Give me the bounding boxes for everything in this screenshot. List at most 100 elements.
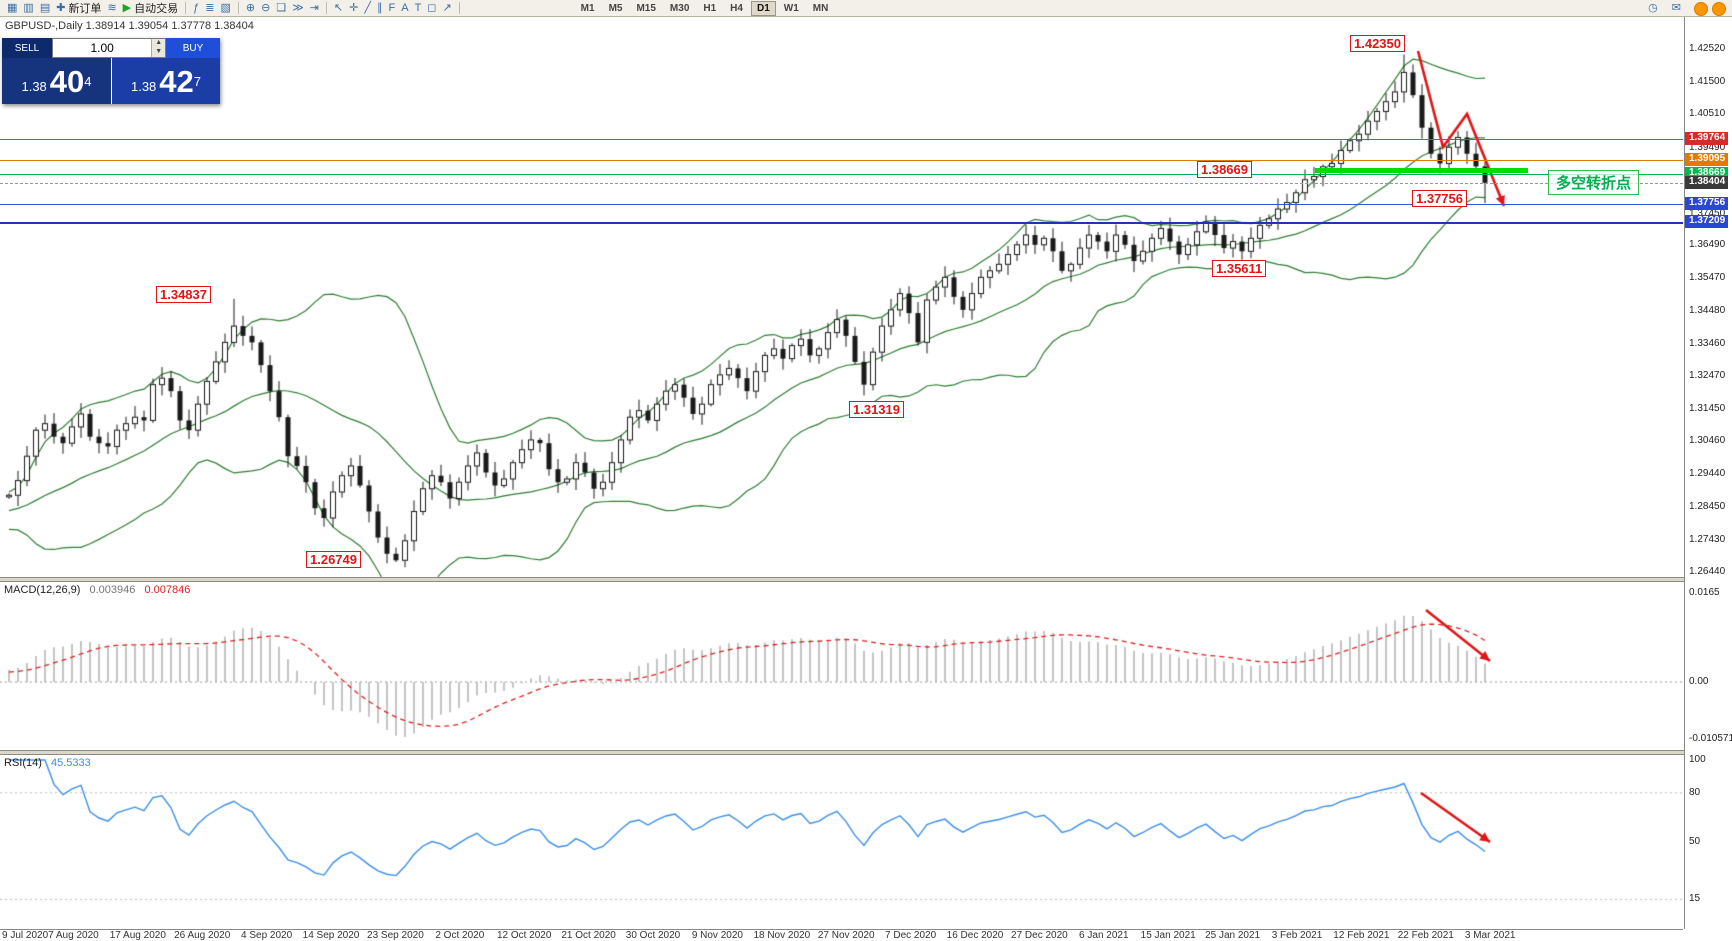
toolbar-zoom-out-icon[interactable]: ⊖ (258, 1, 273, 16)
auto-trading-button: ▶ (122, 1, 132, 14)
timeframe-M30[interactable]: M30 (669, 2, 690, 14)
toolbar-auto-scroll-icon[interactable]: ≫ (289, 1, 307, 16)
price-axis-label: 1.33460 (1689, 337, 1726, 349)
alert-badge-2[interactable] (1712, 2, 1726, 16)
templates-icon: ▧ (220, 1, 231, 14)
price-axis-label: 1.39490 (1689, 141, 1726, 153)
toolbar-trendline-icon[interactable]: ╱ (361, 1, 374, 16)
timeframe-W1[interactable]: W1 (783, 2, 799, 14)
price-axis-label: 1.29440 (1689, 468, 1726, 480)
toolbar-tile-windows-icon[interactable]: ❏ (273, 1, 289, 16)
new-order-button-label: 新订单 (68, 3, 102, 15)
buy-price-big: 42 (159, 63, 194, 99)
time-axis-label: 7 Aug 2020 (48, 930, 99, 941)
rsi-axis-label: 15 (1689, 893, 1701, 905)
panel-separator-1[interactable] (0, 577, 1732, 582)
navigator-icon: ▤ (39, 1, 51, 14)
volume-up-button[interactable]: ▲ (152, 39, 165, 48)
timeframe-M1[interactable]: M1 (580, 2, 595, 14)
toolbar-arrow-tool-icon[interactable]: ↗ (439, 1, 454, 16)
sell-button[interactable]: SELL (2, 38, 52, 58)
time-axis-label: 25 Jan 2021 (1205, 930, 1261, 941)
time-axis-label: 7 Dec 2020 (885, 930, 937, 941)
toolbar-zoom-in-icon[interactable]: ⊕ (243, 1, 258, 16)
time-axis-label: 27 Dec 2020 (1011, 930, 1068, 941)
trade-panel-price-row: 1.38 40 4 1.38 42 7 (2, 58, 220, 104)
fibonacci-icon: F (388, 1, 396, 14)
price-axis-label-1.39095: 1.39095 (1685, 153, 1729, 167)
toolbar-alerts-icon[interactable]: ◷ (1645, 1, 1661, 16)
timeframe-D1[interactable]: D1 (750, 0, 776, 16)
toolbar-templates-icon[interactable]: ▧ (217, 1, 233, 16)
zoom-in-icon: ⊕ (245, 1, 256, 14)
time-axis-label: 2 Oct 2020 (435, 930, 485, 941)
price-axis-label: 1.30460 (1689, 435, 1726, 447)
toolbar-cursor-icon[interactable]: ↖ (331, 1, 346, 16)
chart-shift-icon: ⇥ (309, 1, 319, 14)
timeframe-MN[interactable]: MN (812, 2, 829, 14)
buy-price-small: 1.38 (130, 78, 157, 94)
panel-separator-2[interactable] (0, 750, 1732, 755)
toolbar-text-icon[interactable]: A (398, 1, 411, 16)
sell-price-sup: 4 (84, 73, 92, 89)
toolbar-separator (325, 2, 327, 14)
toolbar-new-order-button[interactable]: ✚ 新订单 (53, 1, 104, 16)
toolbar-indicators-icon[interactable]: ƒ (190, 1, 202, 16)
price-axis-label: 1.28450 (1689, 500, 1726, 512)
time-axis-label: 22 Feb 2021 (1397, 930, 1454, 941)
price-axis-label: 1.36490 (1689, 239, 1726, 251)
tile-windows-icon: ❏ (276, 1, 287, 14)
time-axis-label: 9 Jul 2020 (2, 930, 49, 941)
alerts-icon: ◷ (1648, 1, 1658, 14)
toolbar-depth-of-market-icon[interactable]: ≋ (104, 1, 119, 16)
price-axis-label-1.38404: 1.38404 (1685, 175, 1729, 189)
timeframe-M15[interactable]: M15 (636, 2, 656, 14)
time-axis-label: 9 Nov 2020 (691, 930, 743, 941)
price-axis[interactable]: 1.42520 1.41500 1.40510 1.39490 1.37450 1.364… (1684, 17, 1732, 929)
auto-trading-button-label: 自动交易 (134, 3, 179, 15)
toolbar-separator (458, 2, 460, 14)
macd-axis-label: 0.00 (1689, 676, 1709, 687)
toolbar-fibonacci-icon[interactable]: F (385, 1, 398, 16)
toolbar-chart-shift-icon[interactable]: ⇥ (307, 1, 322, 16)
toolbar-auto-trading-button[interactable]: ▶ 自动交易 (120, 1, 181, 16)
price-axis-label: 1.41500 (1689, 76, 1726, 88)
toolbar-navigator-icon[interactable]: ▤ (37, 1, 53, 16)
notification-badges (1694, 2, 1726, 16)
toolbar-label-icon[interactable]: T (412, 1, 425, 16)
price-axis-label: 1.31450 (1689, 403, 1726, 415)
objects-list-icon: ≣ (205, 1, 215, 14)
trendline-icon: ╱ (364, 1, 371, 14)
timeframe-M5[interactable]: M5 (608, 2, 623, 14)
volume-down-button[interactable]: ▼ (152, 48, 165, 57)
toolbar-market-watch-icon[interactable]: ▥ (20, 1, 36, 16)
indicators-icon: ƒ (193, 1, 200, 14)
volume-input[interactable] (53, 39, 152, 57)
time-axis[interactable]: 9 Jul 2020 7 Aug 2020 17 Aug 2020 26 Aug 20… (0, 929, 1683, 941)
timeframe-H4[interactable]: H4 (730, 2, 743, 14)
time-axis-label: 17 Aug 2020 (109, 930, 166, 941)
arrow-tool-icon: ↗ (442, 1, 452, 14)
time-axis-label: 23 Sep 2020 (367, 930, 424, 941)
toolbar-terminal-icon[interactable]: ▦ (4, 1, 20, 16)
mailbox-icon: ✉ (1671, 1, 1681, 14)
toolbar-crosshair-icon[interactable]: ✛ (346, 1, 361, 16)
toolbar: ▦ ▥ ▤ ✚ 新订单 ≋ ▶ 自动交易 ƒ ≣ ▧ ⊕ ⊖ ❏ ≫ ⇥ ↖ ✛ ╱ ∥ F A T ◻ ↗ M1 M5 M15 M30… (0, 0, 1732, 17)
alert-badge-1[interactable] (1694, 2, 1708, 16)
buy-button[interactable]: BUY (166, 38, 220, 58)
toolbar-mailbox-icon[interactable]: ✉ (1669, 1, 1684, 16)
timeframe-H1[interactable]: H1 (703, 2, 717, 14)
buy-price[interactable]: 1.38 42 7 (111, 58, 220, 104)
label-icon: T (414, 1, 422, 14)
toolbar-objects-list-icon[interactable]: ≣ (202, 1, 217, 16)
rsi-axis-label: 100 (1689, 754, 1706, 765)
rsi-axis-label: 80 (1689, 786, 1701, 798)
trade-panel-header-row: SELL ▲ ▼ BUY (2, 38, 220, 58)
toolbar-shapes-icon[interactable]: ◻ (424, 1, 439, 16)
auto-scroll-icon: ≫ (292, 1, 304, 14)
toolbar-channel-icon[interactable]: ∥ (374, 1, 386, 16)
time-axis-label: 6 Jan 2021 (1079, 930, 1129, 941)
sell-price[interactable]: 1.38 40 4 (2, 58, 111, 104)
time-axis-label: 18 Nov 2020 (753, 930, 811, 941)
